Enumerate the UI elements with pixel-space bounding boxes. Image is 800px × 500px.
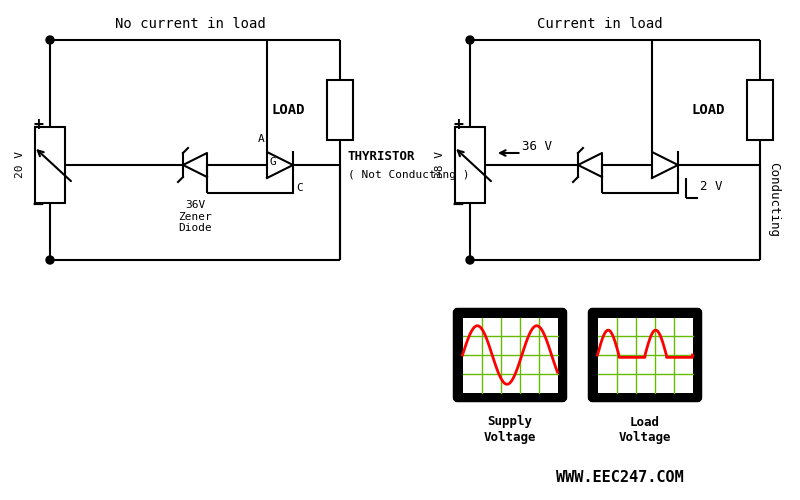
Circle shape	[466, 36, 474, 44]
Bar	[747, 80, 773, 140]
Text: 36V
Zener
Diode: 36V Zener Diode	[178, 200, 212, 233]
FancyBboxPatch shape	[590, 310, 701, 400]
FancyBboxPatch shape	[454, 310, 566, 400]
Text: C: C	[296, 183, 302, 193]
Text: LOAD: LOAD	[271, 103, 305, 117]
Text: Supply
Voltage: Supply Voltage	[484, 416, 536, 444]
Text: 20 V: 20 V	[15, 152, 25, 178]
Bar	[327, 80, 353, 140]
Text: −: −	[33, 196, 43, 214]
Text: Conducting: Conducting	[767, 162, 781, 238]
Bar	[455, 127, 485, 203]
Text: WWW.EEC247.COM: WWW.EEC247.COM	[556, 470, 684, 486]
Text: −: −	[453, 196, 463, 214]
Circle shape	[46, 256, 54, 264]
Text: G: G	[270, 157, 276, 167]
Circle shape	[466, 256, 474, 264]
Text: No current in load: No current in load	[114, 17, 266, 31]
Text: 38 V: 38 V	[435, 152, 445, 178]
Bar	[35, 127, 65, 203]
Text: +: +	[453, 116, 463, 134]
Circle shape	[46, 36, 54, 44]
Text: 36 V: 36 V	[522, 140, 551, 153]
Text: Current in load: Current in load	[537, 17, 663, 31]
Text: LOAD: LOAD	[691, 103, 725, 117]
Text: THYRISTOR: THYRISTOR	[348, 150, 415, 164]
Text: Load
Voltage: Load Voltage	[618, 416, 671, 444]
Text: 2 V: 2 V	[700, 180, 722, 192]
Text: A: A	[258, 134, 265, 144]
Text: ( Not Conducting ): ( Not Conducting )	[348, 170, 470, 180]
Bar	[598, 318, 693, 392]
Text: +: +	[33, 116, 43, 134]
Bar	[462, 318, 558, 392]
